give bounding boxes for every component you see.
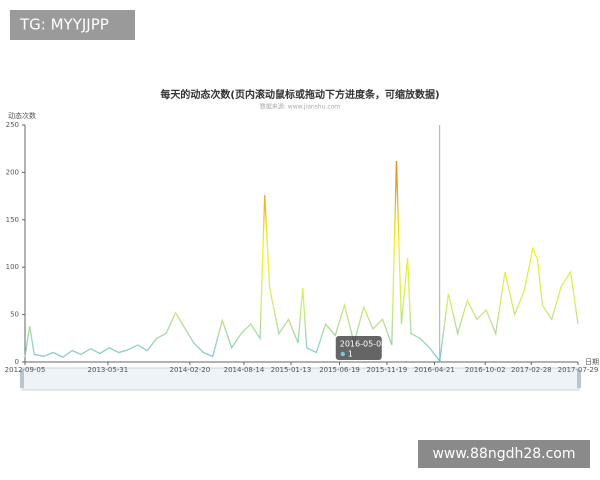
x-tick-label: 2015-01-13 <box>271 366 312 374</box>
watermark: TG: MYYJJPP <box>19 16 109 34</box>
y-tick-label: 250 <box>6 121 19 129</box>
tooltip-date: 2016-05-08 <box>340 340 387 349</box>
data-line <box>24 161 579 363</box>
zoom-handle[interactable] <box>20 370 24 388</box>
chart-subtitle: 数据来源: www.jianshu.com <box>260 103 340 111</box>
x-tick-label: 2013-05-31 <box>88 366 129 374</box>
y-tick-label: 0 <box>15 358 19 366</box>
y-tick-label: 100 <box>6 263 19 271</box>
tooltip-marker <box>340 351 345 357</box>
x-tick-label: 2017-02-28 <box>511 366 552 374</box>
watermark-box <box>10 10 135 40</box>
y-tick-label: 50 <box>10 311 19 319</box>
watermark: www.88ngdh28.com <box>432 446 575 462</box>
y-axis-label: 动态次数 <box>8 111 36 120</box>
x-tick-label: 2016-04-21 <box>414 366 455 374</box>
x-tick-label: 2015-06-19 <box>319 366 360 374</box>
tooltip-value: 1 <box>348 350 353 359</box>
zoom-handle[interactable] <box>577 370 581 388</box>
x-tick-label: 2014-02-20 <box>170 366 211 374</box>
y-tick-label: 150 <box>6 216 19 224</box>
x-tick-label: 2014-08-14 <box>224 366 265 374</box>
chart-title: 每天的动态次数(页内滚动鼠标或拖动下方进度条，可缩放数据) <box>160 88 439 101</box>
x-tick-label: 2015-11-19 <box>367 366 408 374</box>
x-tick-label: 2016-10-02 <box>465 366 506 374</box>
x-tick-label: 2012-09-05 <box>5 366 46 374</box>
tooltip-box <box>335 336 382 360</box>
x-tick-label: 2017-07-29 <box>558 366 599 374</box>
x-axis-label: 日期 <box>585 358 599 366</box>
y-tick-label: 200 <box>6 168 19 176</box>
watermark-box <box>418 440 590 468</box>
